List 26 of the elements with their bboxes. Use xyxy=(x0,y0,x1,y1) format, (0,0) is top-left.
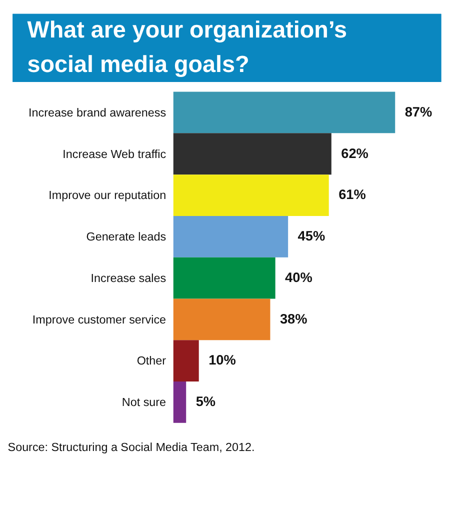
y-tick-label: Improve customer service xyxy=(32,313,166,326)
data-label: 61% xyxy=(338,187,366,202)
y-tick-label: Increase Web traffic xyxy=(62,148,166,161)
bar xyxy=(173,298,270,340)
data-label: 45% xyxy=(298,228,326,244)
bar xyxy=(173,92,396,134)
y-tick-label: Not sure xyxy=(122,396,166,410)
y-tick-label: Increase brand awareness xyxy=(28,106,166,120)
data-label: 38% xyxy=(280,311,308,326)
data-label: 5% xyxy=(196,394,216,410)
bar xyxy=(173,382,186,423)
data-label: 10% xyxy=(208,352,236,368)
bar xyxy=(173,133,332,175)
y-tick-label: Other xyxy=(136,354,166,368)
bar xyxy=(173,257,276,299)
bar xyxy=(173,340,199,382)
data-label: 87% xyxy=(404,104,432,120)
source-note: Source: Structuring a Social Media Team, 2012. xyxy=(8,441,255,454)
y-tick-label: Generate leads xyxy=(86,230,166,244)
chart-title: What are your organization’s social media goals? xyxy=(27,16,348,77)
y-tick-label: Increase sales xyxy=(90,272,166,285)
data-label: 40% xyxy=(285,270,312,285)
data-label: 62% xyxy=(341,146,368,161)
y-tick-label: Improve our reputation xyxy=(48,189,166,202)
bar xyxy=(173,216,288,258)
bar xyxy=(173,174,329,216)
